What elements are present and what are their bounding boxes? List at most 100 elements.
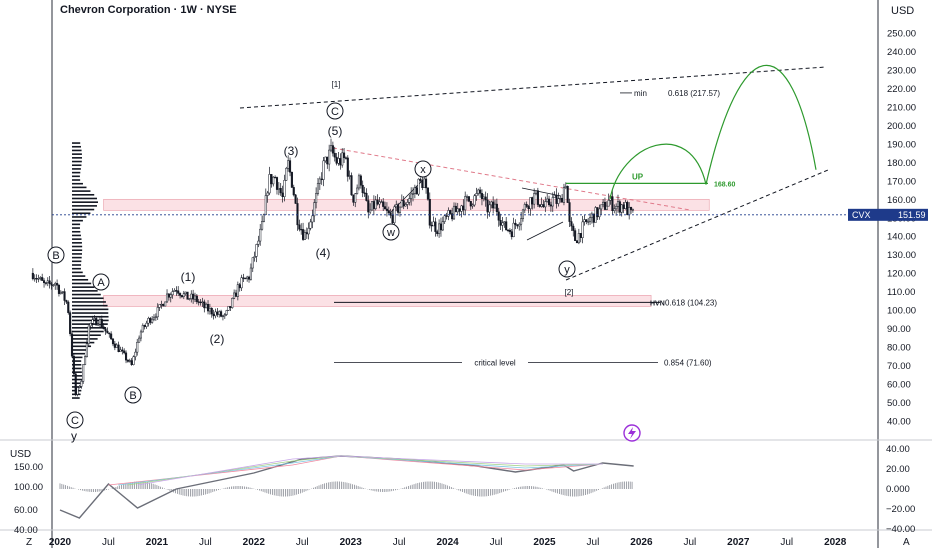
volume-profile-bar: [72, 171, 81, 174]
candle-body: [490, 201, 493, 206]
y-tick-label: 190.00: [887, 139, 916, 150]
wave-label-B-left: B: [52, 250, 59, 262]
candle-body: [318, 178, 321, 184]
projection-arcs[interactable]: [566, 64, 817, 200]
projection-up-label: UP: [632, 172, 644, 181]
candle-body: [577, 233, 580, 244]
candle-body: [83, 356, 87, 365]
resistance-zone[interactable]: [103, 295, 652, 307]
volume-profile-bar: [72, 267, 81, 270]
wave-label-y-bottom: y: [71, 429, 77, 443]
candle-body: [398, 206, 402, 213]
candle-body: [147, 318, 150, 324]
candle-body: [559, 197, 562, 200]
candle-body: [214, 311, 217, 317]
volume-profile-bar: [72, 238, 82, 240]
candle-body: [266, 192, 269, 196]
x-tick-label: Jul: [490, 537, 503, 548]
candle-body: [188, 298, 191, 300]
candle-body: [400, 200, 403, 208]
candle-body: [85, 343, 88, 357]
descending-trendline[interactable]: [332, 147, 691, 211]
lightning-icon[interactable]: [623, 424, 641, 442]
candle-body: [352, 194, 355, 203]
candle-body: [572, 225, 575, 231]
candle-body: [426, 187, 429, 200]
candle-body: [283, 179, 286, 198]
indicator-left-tick: 150.00: [14, 462, 43, 473]
lower-channel-line[interactable]: [565, 169, 829, 281]
candle-body: [344, 157, 347, 159]
candle-body: [439, 223, 443, 231]
candle-body: [121, 349, 124, 352]
volume-profile-bar: [72, 282, 92, 285]
candle-body: [346, 157, 349, 177]
corner-left[interactable]: Z: [26, 537, 32, 548]
y-tick-label: 120.00: [887, 269, 916, 280]
candle-body: [113, 343, 116, 348]
candle-body: [380, 201, 383, 203]
candle-body: [557, 198, 560, 204]
x-tick-label: Jul: [683, 537, 696, 548]
candle-body: [141, 325, 144, 333]
candle-body: [175, 290, 178, 292]
candle-body: [527, 206, 530, 210]
candle-body: [249, 267, 252, 280]
volume-profile-bar: [72, 260, 82, 263]
y-tick-label: 140.00: [887, 232, 916, 243]
y-tick-label: 130.00: [887, 250, 916, 261]
candle-body: [61, 291, 64, 293]
candle-body: [385, 208, 388, 211]
candle-body: [561, 197, 564, 203]
candle-body: [134, 351, 137, 358]
wave-label-w-circle: [382, 223, 400, 241]
wave-label-5: (5): [328, 124, 343, 138]
volume-profile-bar: [72, 352, 86, 355]
candle-body: [629, 206, 633, 210]
candle-body: [201, 301, 204, 303]
candle-body: [74, 373, 77, 395]
candle-body: [359, 175, 362, 186]
volume-profile-bar: [72, 175, 80, 178]
candle-body: [262, 214, 265, 222]
candle-body: [525, 204, 528, 207]
candle-body: [441, 221, 444, 231]
y-tick-label: 50.00: [887, 398, 911, 409]
candle-body: [503, 221, 506, 224]
x-tick-label: 2022: [243, 537, 266, 548]
candle-body: [97, 323, 100, 326]
candle-body: [257, 240, 260, 245]
y-tick-label: 220.00: [887, 84, 916, 95]
candle-body: [290, 171, 293, 188]
candle-body: [42, 280, 46, 283]
fib-levels[interactable]: min 0.618 (217.57) HVN 0.618 (104.23) critic…: [334, 89, 720, 368]
candle-body: [329, 145, 333, 151]
wave-label-B-low-circle: [124, 386, 142, 404]
wave-label-3: (3): [284, 144, 299, 158]
candle-body: [272, 176, 275, 185]
candle-body: [499, 220, 502, 226]
candle-body: [533, 193, 536, 205]
candle-body: [445, 215, 448, 217]
wave-label-C-bottom-circle: [66, 411, 84, 429]
indicator-left-tick: 40.00: [14, 525, 38, 536]
candle-body: [305, 232, 308, 235]
candle-body: [162, 303, 165, 307]
wave-label-B-left-circle: [47, 246, 65, 264]
y-tick-label: 80.00: [887, 343, 911, 354]
indicator-right-tick: 0.000: [886, 484, 910, 495]
level-hvn-value: 0.618 (104.23): [665, 298, 717, 307]
corner-right[interactable]: A: [903, 537, 910, 548]
candle-body: [587, 221, 590, 223]
volume-profile-bar: [72, 245, 83, 248]
candle-body: [221, 315, 224, 317]
candle-body: [514, 222, 517, 226]
time-axis-ticks: 2020 Jul 2021 Jul 2022 Jul 2023 Jul 2024 Jul 2025 J…: [49, 537, 847, 548]
volume-profile-bar: [72, 275, 86, 277]
price-tag[interactable]: CVX 151.59: [848, 208, 928, 221]
y-tick-label: 240.00: [887, 47, 916, 58]
volume-profile-bar: [72, 341, 95, 344]
candle-body: [488, 204, 491, 213]
